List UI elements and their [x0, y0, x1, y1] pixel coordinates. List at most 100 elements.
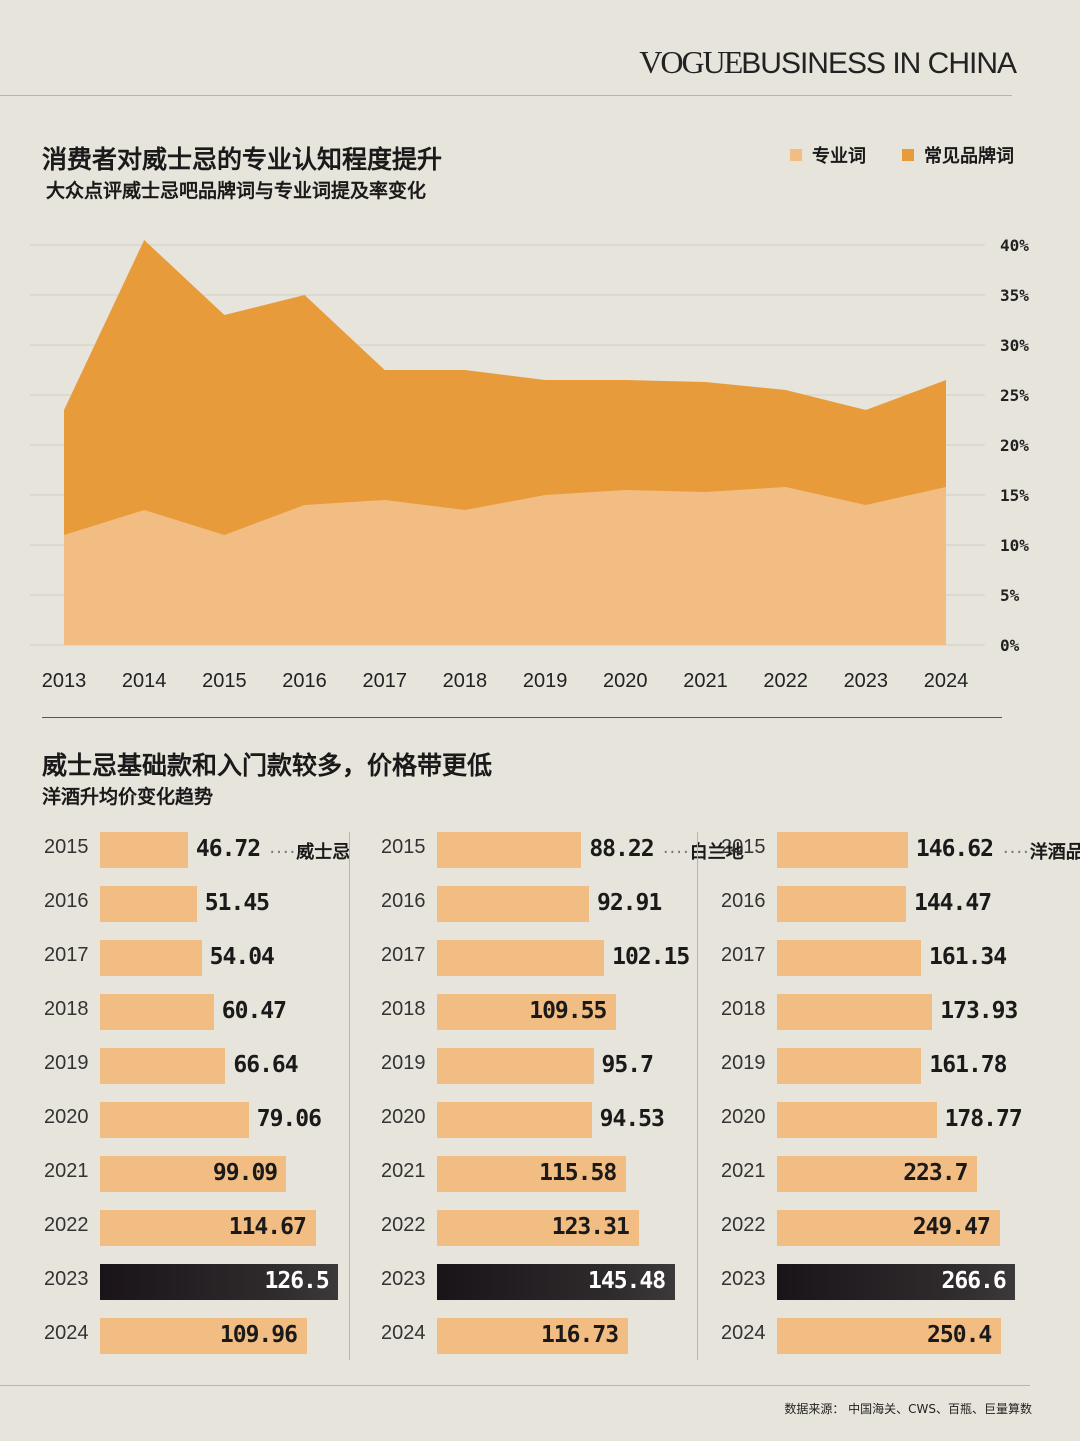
year-label: 2020 — [721, 1106, 766, 1128]
area-chart: 0% 5% 10% 15% 20% 25% 30% 35% 40% 2013 2014 2015 201… — [30, 236, 1029, 692]
year-label: 2021 — [44, 1160, 89, 1182]
x-tick-label: 2016 — [282, 670, 327, 692]
bar-value-label: 66.64 — [233, 1052, 298, 1078]
bar-value-label: 250.4 — [927, 1322, 992, 1348]
bar — [100, 832, 188, 868]
bar — [437, 1210, 639, 1246]
legend-label-brand: 常见品牌词 — [924, 146, 1014, 167]
bar — [777, 1156, 977, 1192]
bar — [777, 940, 922, 976]
panel-divider — [349, 832, 350, 1360]
chart2-subtitle: 洋酒升均价变化趋势 — [42, 786, 214, 808]
bar — [100, 1048, 226, 1084]
y-tick-label: 5% — [1000, 586, 1020, 605]
bar-value-label: 115.58 — [539, 1160, 617, 1186]
panel-tag: ····洋酒品类 — [1003, 838, 1080, 864]
bar — [437, 1048, 594, 1084]
bar-value-label: 99.09 — [212, 1160, 278, 1186]
bar-row: 2022 123.31 — [381, 1210, 721, 1246]
x-tick-label: 2013 — [42, 670, 87, 692]
bar-row: 2023 126.5 — [44, 1264, 384, 1300]
bar-row: 2024 109.96 — [44, 1318, 384, 1354]
bar-row: 2018 109.55 — [381, 994, 721, 1030]
year-label: 2023 — [381, 1268, 426, 1290]
bar — [437, 1264, 675, 1300]
bar-row: 2022 114.67 — [44, 1210, 384, 1246]
bar-row: 2015 46.72 ····威士忌 — [44, 832, 384, 868]
brand-business: BUSINESS IN CHINA — [741, 47, 1017, 80]
bar-value-label: 94.53 — [599, 1106, 665, 1132]
bar — [777, 886, 906, 922]
bar-value-label: 114.67 — [228, 1214, 307, 1240]
bar-row: 2021 99.09 — [44, 1156, 384, 1192]
x-tick-label: 2020 — [603, 670, 648, 692]
y-tick-label: 35% — [1000, 286, 1029, 305]
x-tick-label: 2015 — [202, 670, 247, 692]
x-tick-label: 2024 — [924, 670, 969, 692]
y-tick-label: 30% — [1000, 336, 1029, 355]
bar — [100, 940, 202, 976]
brand-logo: VOGUEBUSINESS IN CHINA — [639, 44, 1017, 81]
brand-vogue: VOGUE — [639, 44, 743, 80]
year-label: 2017 — [381, 944, 426, 966]
bar-row: 2020 94.53 — [381, 1102, 721, 1138]
year-label: 2019 — [44, 1052, 89, 1074]
year-label: 2022 — [381, 1214, 426, 1236]
bar — [777, 1102, 937, 1138]
year-label: 2024 — [44, 1322, 89, 1344]
chart1-title: 消费者对威士忌的专业认知程度提升 — [42, 145, 443, 174]
bar-value-label: 88.22 — [589, 836, 654, 862]
bar — [100, 1156, 287, 1192]
bar-row: 2022 249.47 — [721, 1210, 1061, 1246]
year-label: 2016 — [721, 890, 766, 912]
chart2-title: 威士忌基础款和入门款较多，价格带更低 — [42, 751, 493, 780]
bar-row: 2021 223.7 — [721, 1156, 1061, 1192]
bar-panel-brandy: 2015 88.22 ····白兰地 2016 92.91 2017 102.15 2018 1… — [381, 830, 744, 1360]
x-tick-label: 2019 — [523, 670, 568, 692]
bar — [100, 1102, 249, 1138]
bar — [777, 994, 933, 1030]
data-source: 数据来源： 中国海关、CWS、百瓶、巨量算数 — [784, 1402, 1032, 1416]
bar-value-label: 144.47 — [913, 890, 992, 916]
bar — [437, 1156, 627, 1192]
bar-row: 2020 178.77 — [721, 1102, 1061, 1138]
year-label: 2018 — [44, 998, 89, 1020]
bar-row: 2021 115.58 — [381, 1156, 721, 1192]
bar-row: 2018 60.47 — [44, 994, 384, 1030]
bar — [777, 1210, 1000, 1246]
legend-label-professional: 专业词 — [812, 146, 866, 167]
bar-value-label: 116.73 — [540, 1322, 619, 1348]
bar-row: 2023 266.6 — [721, 1264, 1061, 1300]
year-label: 2023 — [44, 1268, 89, 1290]
year-label: 2015 — [381, 836, 426, 858]
bar — [437, 994, 617, 1030]
year-label: 2020 — [44, 1106, 89, 1128]
bar-panel-whisky: 2015 46.72 ····威士忌 2016 51.45 2017 54.04 2018 60… — [44, 830, 384, 1360]
bar — [100, 994, 214, 1030]
legend-swatch-professional — [790, 149, 802, 161]
area-series-1 — [64, 487, 946, 645]
bar-row: 2023 145.48 — [381, 1264, 721, 1300]
bar — [100, 1210, 316, 1246]
bar-value-label: 51.45 — [204, 890, 270, 916]
leader-dots: ···· — [1002, 842, 1030, 863]
y-tick-label: 20% — [1000, 436, 1029, 455]
bar-row: 2017 102.15 — [381, 940, 721, 976]
year-label: 2024 — [381, 1322, 426, 1344]
bar-value-label: 95.7 — [601, 1052, 654, 1078]
year-label: 2021 — [721, 1160, 766, 1182]
year-label: 2017 — [721, 944, 766, 966]
bar-row: 2015 146.62 ····洋酒品类 — [721, 832, 1080, 868]
year-label: 2024 — [721, 1322, 766, 1344]
bar-value-label: 146.62 — [915, 836, 994, 862]
bar-value-label: 92.91 — [596, 890, 662, 916]
x-tick-label: 2014 — [122, 670, 167, 692]
y-tick-label: 40% — [1000, 236, 1029, 255]
year-label: 2018 — [381, 998, 426, 1020]
y-tick-label: 0% — [1000, 636, 1020, 655]
bar-value-label: 266.6 — [941, 1268, 1007, 1294]
header-divider — [0, 95, 1012, 96]
bar-row: 2019 161.78 — [721, 1048, 1061, 1084]
bar-row: 2019 66.64 — [44, 1048, 384, 1084]
bar-row: 2016 51.45 — [44, 886, 384, 922]
